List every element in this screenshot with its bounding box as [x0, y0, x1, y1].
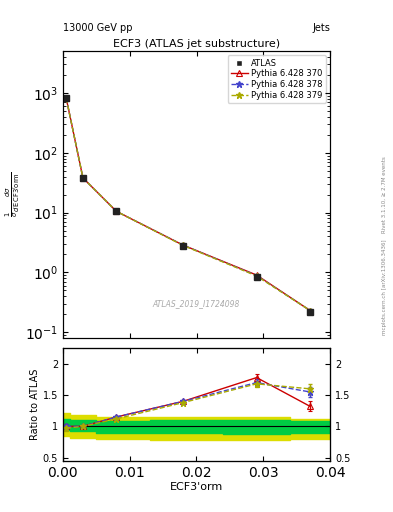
- Text: Jets: Jets: [312, 23, 330, 33]
- Y-axis label: Ratio to ATLAS: Ratio to ATLAS: [30, 369, 40, 440]
- X-axis label: ECF3'orm: ECF3'orm: [170, 482, 223, 493]
- Legend: ATLAS, Pythia 6.428 370, Pythia 6.428 378, Pythia 6.428 379: ATLAS, Pythia 6.428 370, Pythia 6.428 37…: [228, 55, 326, 103]
- Text: ATLAS_2019_I1724098: ATLAS_2019_I1724098: [153, 299, 240, 308]
- Title: ECF3 (ATLAS jet substructure): ECF3 (ATLAS jet substructure): [113, 39, 280, 49]
- Text: mcplots.cern.ch [arXiv:1306.3436]: mcplots.cern.ch [arXiv:1306.3436]: [382, 239, 387, 334]
- Y-axis label: $\frac{1}{\sigma}\frac{d\sigma}{d\,\mathrm{ECF3'orm}}$: $\frac{1}{\sigma}\frac{d\sigma}{d\,\math…: [4, 172, 22, 217]
- Text: 13000 GeV pp: 13000 GeV pp: [63, 23, 132, 33]
- Text: Rivet 3.1.10, ≥ 2.7M events: Rivet 3.1.10, ≥ 2.7M events: [382, 156, 387, 233]
